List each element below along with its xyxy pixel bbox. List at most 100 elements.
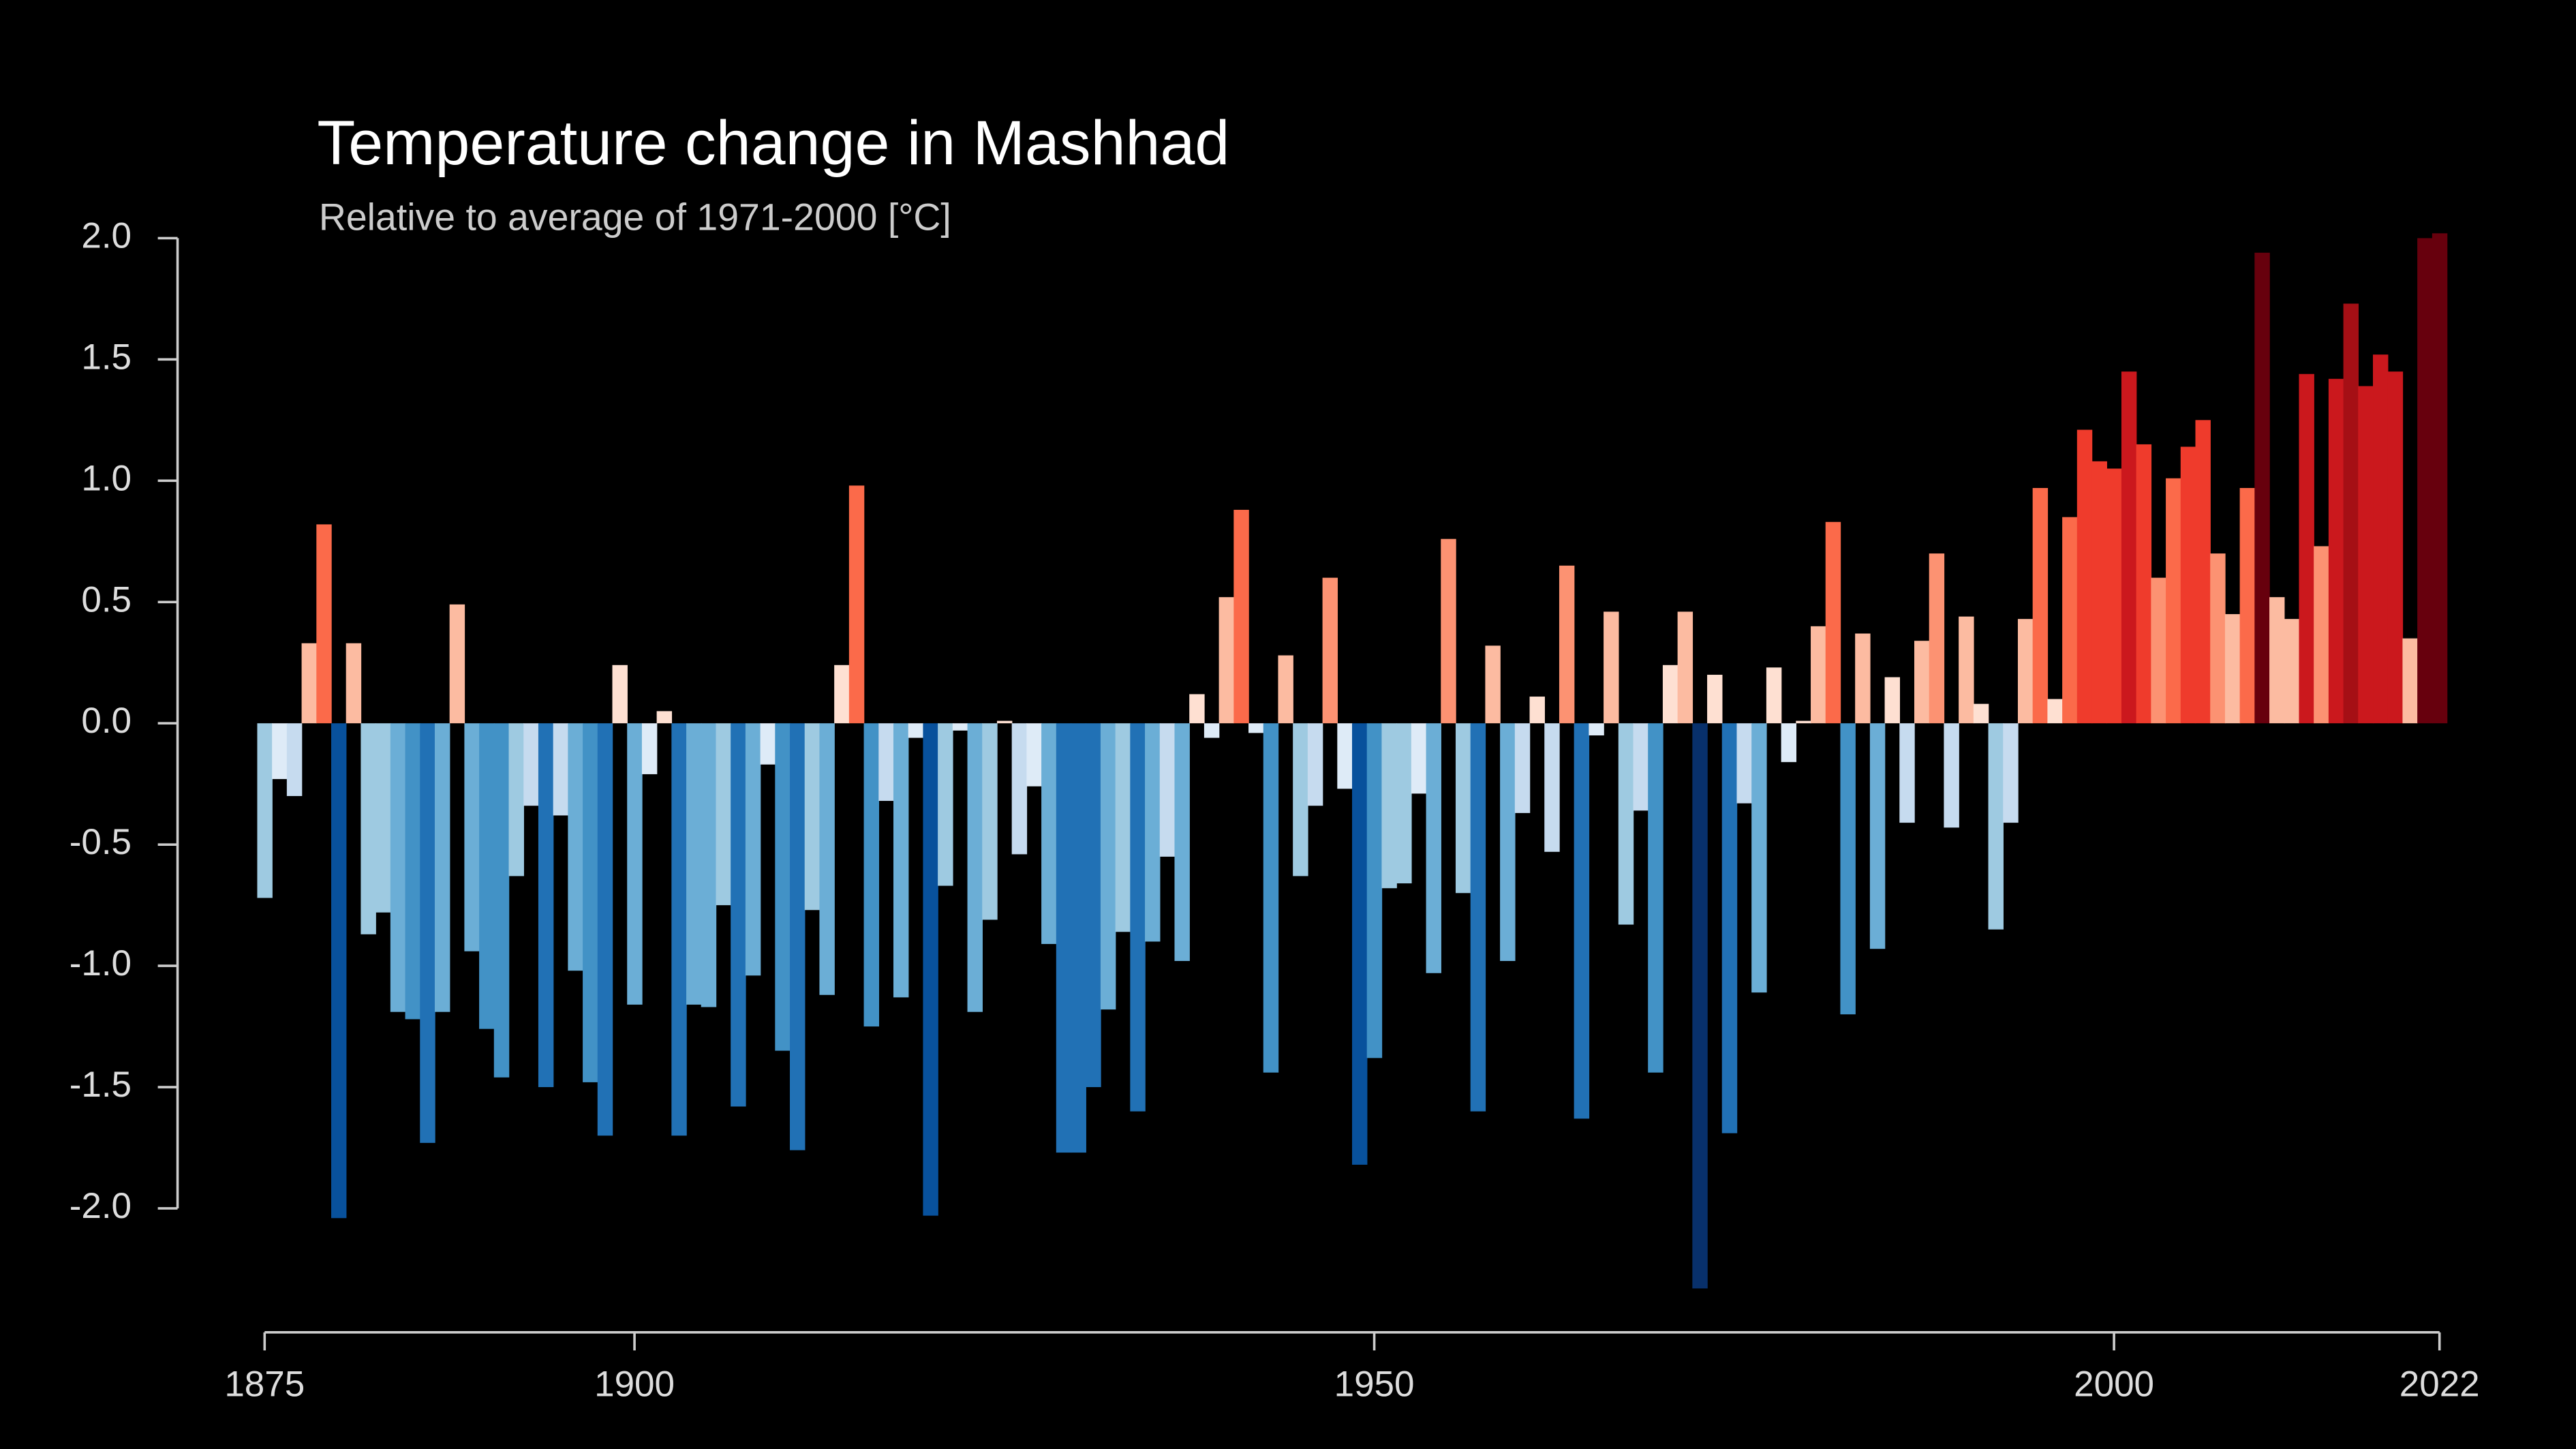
- bar: [804, 723, 821, 911]
- y-tick-label: 1.5: [81, 337, 132, 377]
- bar: [2106, 468, 2122, 724]
- bar: [2210, 553, 2226, 724]
- bar: [2343, 303, 2359, 724]
- bar: [2269, 597, 2285, 724]
- bar: [878, 723, 894, 802]
- bar: [2003, 723, 2019, 823]
- bar: [1944, 723, 1959, 828]
- bar: [775, 723, 791, 1051]
- bar: [923, 723, 938, 1216]
- bar: [1233, 510, 1249, 724]
- x-tick-label: 1950: [1334, 1364, 1415, 1404]
- bar: [1026, 723, 1042, 787]
- y-tick-label: 0.5: [81, 579, 132, 620]
- bar: [390, 723, 406, 1012]
- bar: [701, 723, 717, 1007]
- bar: [1751, 723, 1767, 993]
- bar: [597, 723, 613, 1136]
- y-tick-label: -1.0: [70, 943, 132, 983]
- bar: [1736, 723, 1752, 804]
- bar: [1470, 723, 1486, 1112]
- bar: [2180, 446, 2196, 724]
- bar: [2224, 614, 2241, 724]
- bar: [2166, 478, 2181, 724]
- bar: [1485, 645, 1501, 724]
- bar: [834, 665, 850, 724]
- bar: [1278, 655, 1293, 724]
- bar: [2299, 373, 2314, 724]
- bar: [1248, 723, 1264, 733]
- bar: [819, 723, 835, 995]
- chart-title: Temperature change in Mashhad: [317, 108, 1229, 178]
- bar: [2328, 378, 2344, 724]
- bar: [1056, 723, 1072, 1153]
- bar: [671, 723, 687, 1136]
- bar: [583, 723, 598, 1082]
- bar: [361, 723, 376, 934]
- bar: [1100, 723, 1116, 1010]
- bar: [420, 723, 435, 1143]
- bar: [1574, 723, 1590, 1119]
- bar: [2195, 420, 2211, 724]
- bar: [2254, 252, 2270, 724]
- bar: [952, 723, 968, 731]
- bar: [553, 723, 569, 816]
- bar: [2432, 233, 2448, 724]
- bar: [1441, 538, 1456, 724]
- bar: [405, 723, 420, 1020]
- bar: [1914, 641, 1930, 724]
- bar: [863, 723, 880, 1027]
- bar: [1618, 723, 1634, 925]
- bar: [2062, 517, 2078, 724]
- bar: [1869, 723, 1886, 949]
- y-tick-label: -2.0: [70, 1186, 132, 1226]
- bar: [627, 723, 643, 1005]
- bar: [1337, 723, 1353, 789]
- bar: [434, 723, 450, 1012]
- bar: [1899, 723, 1915, 823]
- bar: [1396, 723, 1412, 884]
- bar: [716, 723, 731, 906]
- y-tick-label: 2.0: [81, 215, 132, 256]
- bar: [1455, 723, 1471, 894]
- y-tick-label: -1.5: [70, 1065, 132, 1105]
- bar: [1633, 723, 1649, 811]
- x-tick-label: 2022: [2399, 1364, 2480, 1404]
- bar: [2091, 461, 2107, 724]
- x-tick-label: 1875: [224, 1364, 305, 1404]
- bar: [464, 723, 480, 951]
- bar: [1263, 723, 1279, 1073]
- bar: [479, 723, 495, 1029]
- bar: [1855, 633, 1871, 724]
- bar: [508, 723, 524, 876]
- y-tick-label: -0.5: [70, 822, 132, 862]
- bar: [1011, 723, 1028, 855]
- bar: [1811, 626, 1826, 724]
- bar: [790, 723, 806, 1150]
- bar: [641, 723, 658, 774]
- bar: [2284, 619, 2300, 724]
- bar: [2387, 371, 2404, 724]
- bar: [2358, 386, 2374, 724]
- bar: [1721, 723, 1738, 1133]
- bar: [1514, 723, 1531, 813]
- bar: [1174, 723, 1190, 961]
- y-tick-label: 0.0: [81, 701, 132, 741]
- bar: [1825, 521, 1841, 724]
- bar: [316, 524, 332, 724]
- x-tick-label: 1900: [594, 1364, 675, 1404]
- bar: [2373, 354, 2389, 724]
- bar: [1604, 611, 1619, 724]
- bar: [1130, 723, 1146, 1112]
- chart-subtitle: Relative to average of 1971-2000 [°C]: [319, 196, 951, 239]
- bar: [257, 723, 273, 898]
- bar: [1293, 723, 1308, 876]
- bar: [982, 723, 998, 920]
- bar: [1766, 667, 1782, 724]
- bar: [2032, 487, 2049, 724]
- bar: [1218, 597, 1235, 724]
- bar: [1115, 723, 1131, 932]
- bar: [1189, 694, 1205, 724]
